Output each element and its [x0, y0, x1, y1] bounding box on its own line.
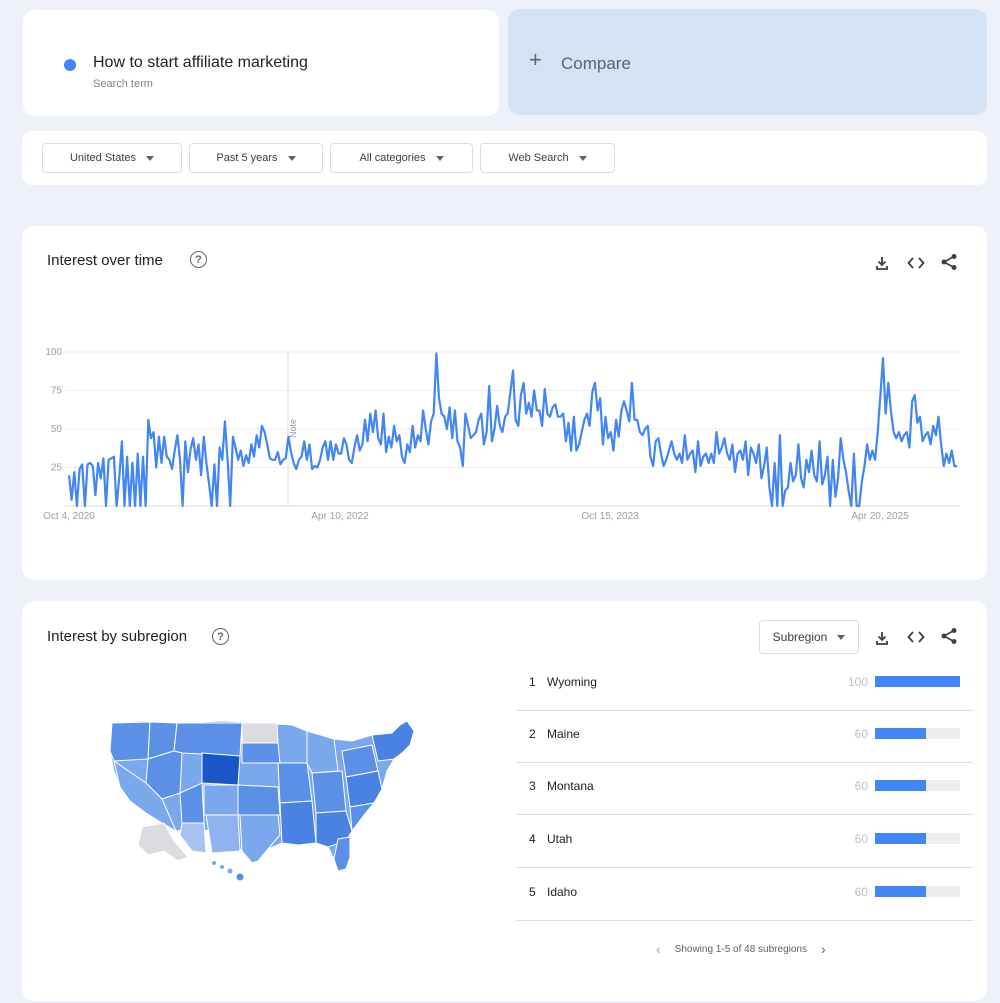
y-tick-label: 50: [51, 424, 63, 435]
filter-category-label: All categories: [359, 152, 426, 164]
subregion-dropdown[interactable]: Subregion: [759, 620, 859, 654]
value-bar-fill: [875, 676, 960, 687]
y-axis-ticks: 25 50 75 100: [45, 347, 62, 474]
subregion-value: 60: [854, 832, 868, 846]
previous-page-button[interactable]: ‹: [656, 941, 661, 957]
series-color-dot: [64, 59, 76, 71]
caret-down-icon: [578, 155, 587, 161]
y-tick-label: 75: [51, 386, 63, 397]
caret-down-icon: [146, 155, 155, 161]
value-bar: [875, 676, 960, 687]
subregion-value: 60: [854, 885, 868, 899]
download-icon[interactable]: [871, 252, 893, 274]
caret-down-icon: [837, 634, 846, 640]
map-state-wyoming[interactable]: [201, 752, 241, 786]
rank-number: 1: [529, 675, 536, 689]
rank-number: 4: [529, 832, 536, 846]
caret-down-icon: [287, 155, 296, 161]
subregion-row[interactable]: 4 Utah 60: [516, 816, 973, 868]
x-tick-label: Apr 10, 2022: [311, 511, 369, 522]
subregion-value: 60: [854, 727, 868, 741]
interest-over-time-chart[interactable]: 25 50 75 100 Oct 4, 2020 Apr 10, 2022 Oct 15,…: [22, 226, 987, 580]
x-axis-ticks: Oct 4, 2020 Apr 10, 2022 Oct 15, 2023 Apr 2…: [43, 511, 909, 522]
filter-time-range-label: Past 5 years: [216, 152, 278, 164]
subregion-row[interactable]: 1 Wyoming 100: [516, 659, 973, 711]
caret-down-icon: [435, 155, 444, 161]
share-icon[interactable]: [938, 251, 960, 273]
interest-over-time-card: Interest over time ? 25 50 75 100 Oct 4, 20…: [22, 226, 987, 580]
filter-bar: United States Past 5 years All categorie…: [22, 131, 987, 185]
filter-region-label: United States: [69, 152, 137, 164]
x-tick-label: Oct 4, 2020: [43, 511, 95, 522]
filter-search-type-label: Web Search: [508, 152, 569, 164]
share-icon[interactable]: [938, 625, 960, 647]
subregion-row[interactable]: 5 Idaho 60: [516, 869, 973, 921]
subregion-row[interactable]: 2 Maine 60: [516, 711, 973, 763]
rank-number: 2: [529, 727, 536, 741]
map-alaska[interactable]: [137, 822, 189, 862]
subregion-name[interactable]: Montana: [547, 779, 594, 793]
embed-icon[interactable]: [905, 252, 927, 274]
value-bar-fill: [875, 886, 926, 897]
download-icon[interactable]: [871, 627, 893, 649]
chart-series: [67, 352, 957, 508]
y-tick-label: 25: [51, 463, 63, 474]
y-tick-label: 100: [45, 347, 62, 358]
subregion-name[interactable]: Wyoming: [547, 675, 597, 689]
annotation-note[interactable]: Note: [288, 419, 298, 438]
series-line[interactable]: [67, 352, 957, 508]
search-term-subtitle: Search term: [93, 78, 153, 90]
map-hawaii[interactable]: [212, 861, 244, 881]
value-bar-fill: [875, 728, 926, 739]
x-tick-label: Oct 15, 2023: [581, 511, 639, 522]
pagination-text: Showing 1-5 of 48 subregions: [674, 943, 807, 955]
rank-number: 5: [529, 885, 536, 899]
subregion-value: 100: [847, 675, 868, 689]
value-bar-fill: [875, 833, 926, 844]
search-term-card[interactable]: How to start affiliate marketing Search …: [23, 10, 499, 116]
filter-search-type[interactable]: Web Search: [480, 143, 615, 173]
value-bar: [875, 728, 960, 739]
rank-number: 3: [529, 779, 536, 793]
value-bar-fill: [875, 780, 926, 791]
embed-icon[interactable]: [905, 626, 927, 648]
subregion-value: 60: [854, 779, 868, 793]
next-page-button[interactable]: ›: [820, 941, 826, 957]
value-bar: [875, 780, 960, 791]
plus-icon: +: [529, 47, 542, 72]
value-bar: [875, 886, 960, 897]
filter-region[interactable]: United States: [42, 143, 182, 173]
x-tick-label: Apr 20, 2025: [851, 511, 909, 522]
filter-time-range[interactable]: Past 5 years: [189, 143, 323, 173]
help-icon[interactable]: ?: [212, 628, 229, 645]
us-subregion-map[interactable]: [102, 711, 442, 891]
subregion-dropdown-label: Subregion: [772, 630, 828, 644]
interest-by-subregion-title: Interest by subregion: [47, 628, 188, 645]
subregion-row[interactable]: 3 Montana 60: [516, 763, 973, 815]
compare-button[interactable]: + Compare: [508, 9, 987, 115]
interest-over-time-title: Interest over time: [47, 252, 163, 269]
value-bar: [875, 833, 960, 844]
search-term-name[interactable]: How to start affiliate marketing: [93, 54, 308, 71]
compare-label: Compare: [561, 54, 631, 73]
map-contiguous-us[interactable]: [109, 720, 415, 872]
subregion-name[interactable]: Idaho: [547, 885, 578, 899]
filter-category[interactable]: All categories: [330, 143, 473, 173]
help-icon[interactable]: ?: [190, 251, 207, 268]
subregion-name[interactable]: Utah: [547, 832, 573, 846]
pagination: ‹ Showing 1-5 of 48 subregions ›: [656, 941, 826, 957]
interest-by-subregion-card: Interest by subregion ? Subregion: [22, 601, 987, 1001]
subregion-name[interactable]: Maine: [547, 727, 580, 741]
